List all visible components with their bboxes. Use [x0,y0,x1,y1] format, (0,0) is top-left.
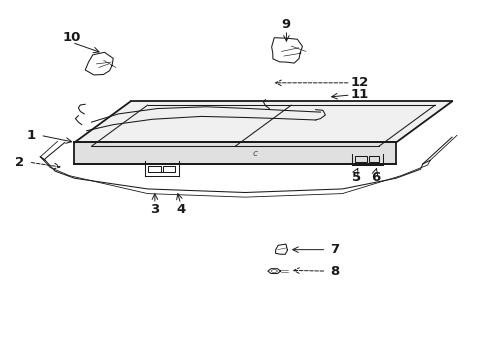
Bar [163,166,175,172]
Text: 10: 10 [63,31,81,44]
Text: 8: 8 [331,265,340,278]
Text: 11: 11 [350,89,368,102]
Polygon shape [74,102,452,143]
Bar [369,157,379,162]
Text: 2: 2 [15,156,24,168]
Bar [355,157,367,162]
Text: 12: 12 [350,76,368,89]
Text: 7: 7 [331,243,340,256]
Text: 9: 9 [282,18,291,31]
Text: 5: 5 [351,171,361,184]
Text: 4: 4 [176,203,185,216]
Text: 3: 3 [150,203,159,216]
Text: c: c [252,149,257,158]
Polygon shape [74,143,396,164]
Text: 1: 1 [27,129,36,142]
Bar [147,166,161,172]
Text: 6: 6 [371,171,380,184]
